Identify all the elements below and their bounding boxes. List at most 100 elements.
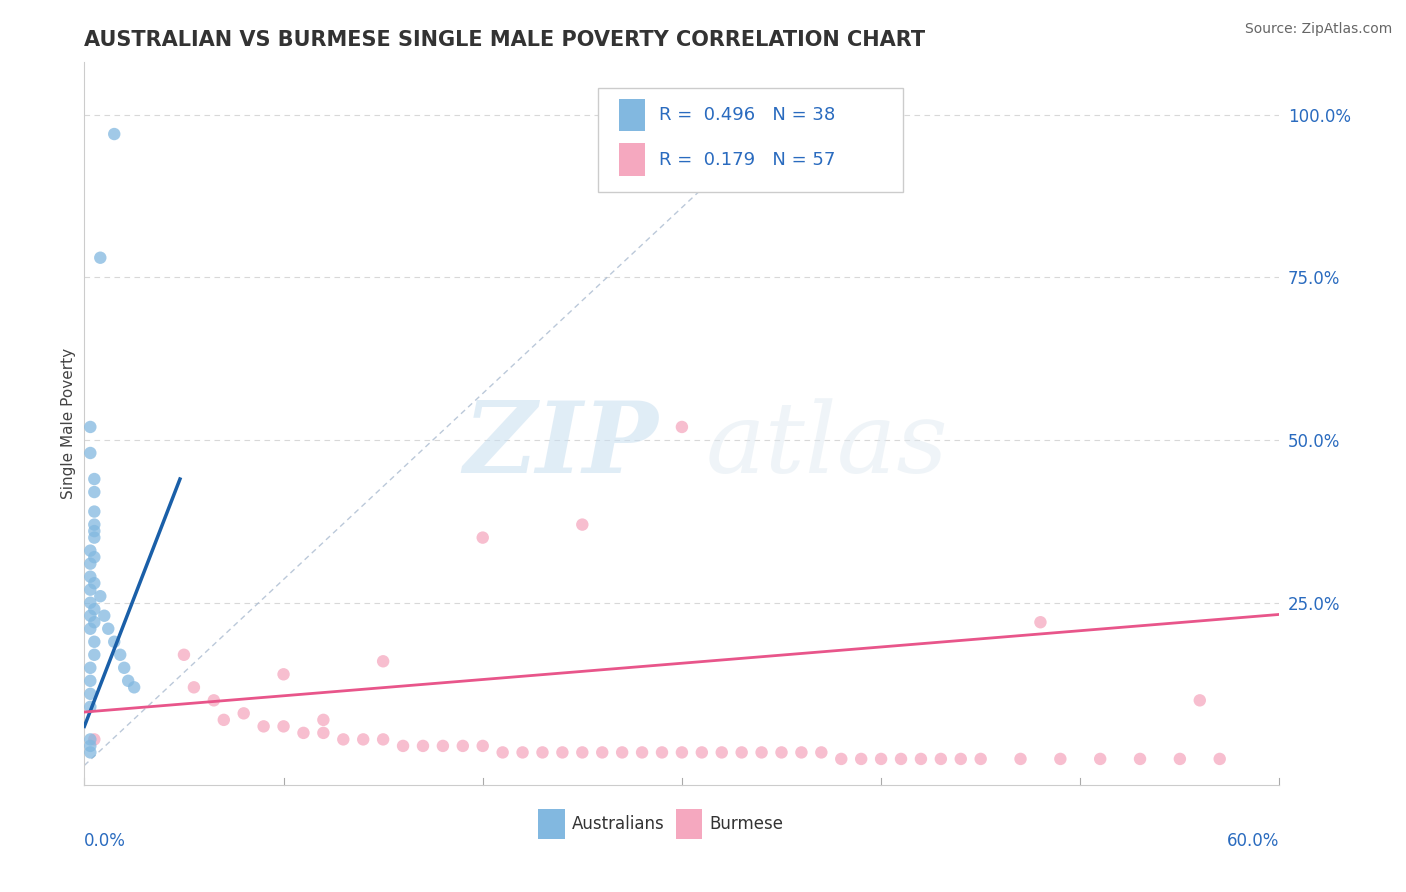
- Point: [790, 746, 813, 760]
- Point: [122, 681, 145, 695]
- Point: [79, 582, 101, 597]
- Point: [373, 654, 395, 668]
- Point: [690, 746, 713, 760]
- Point: [97, 622, 120, 636]
- Text: Australians: Australians: [572, 815, 665, 833]
- Point: [492, 746, 515, 760]
- FancyBboxPatch shape: [619, 144, 645, 176]
- Point: [273, 719, 295, 733]
- Point: [591, 746, 613, 760]
- Point: [212, 713, 235, 727]
- Point: [731, 746, 754, 760]
- Point: [571, 517, 593, 532]
- FancyBboxPatch shape: [619, 99, 645, 131]
- Point: [79, 687, 101, 701]
- Point: [79, 746, 101, 760]
- Point: [671, 746, 693, 760]
- Point: [79, 732, 101, 747]
- Point: [551, 746, 574, 760]
- Point: [83, 472, 105, 486]
- Point: [292, 726, 315, 740]
- Point: [870, 752, 893, 766]
- Text: atlas: atlas: [706, 398, 949, 493]
- Point: [183, 681, 205, 695]
- Point: [1049, 752, 1071, 766]
- Point: [79, 661, 101, 675]
- Point: [117, 673, 139, 688]
- Point: [373, 732, 395, 747]
- Point: [451, 739, 474, 753]
- Point: [79, 699, 101, 714]
- Point: [531, 746, 554, 760]
- FancyBboxPatch shape: [676, 809, 702, 839]
- Text: Source: ZipAtlas.com: Source: ZipAtlas.com: [1244, 22, 1392, 37]
- Point: [851, 752, 873, 766]
- Point: [83, 634, 105, 648]
- Point: [79, 596, 101, 610]
- Point: [103, 127, 125, 141]
- Point: [1129, 752, 1152, 766]
- Text: AUSTRALIAN VS BURMESE SINGLE MALE POVERTY CORRELATION CHART: AUSTRALIAN VS BURMESE SINGLE MALE POVERT…: [84, 29, 925, 50]
- Point: [83, 505, 105, 519]
- Point: [79, 543, 101, 558]
- Point: [83, 550, 105, 565]
- Point: [312, 713, 335, 727]
- Point: [770, 746, 793, 760]
- Point: [1209, 752, 1232, 766]
- Point: [202, 693, 225, 707]
- Point: [83, 615, 105, 630]
- Point: [79, 420, 101, 434]
- Point: [110, 648, 132, 662]
- Point: [83, 524, 105, 538]
- FancyBboxPatch shape: [538, 809, 565, 839]
- Text: R =  0.179   N = 57: R = 0.179 N = 57: [659, 151, 835, 169]
- Point: [112, 661, 135, 675]
- Point: [512, 746, 534, 760]
- Point: [571, 746, 593, 760]
- Point: [93, 608, 115, 623]
- Point: [949, 752, 972, 766]
- Point: [83, 531, 105, 545]
- Point: [79, 622, 101, 636]
- Point: [810, 746, 832, 760]
- Point: [79, 739, 101, 753]
- Point: [1188, 693, 1211, 707]
- Point: [751, 746, 773, 760]
- Point: [89, 589, 111, 603]
- Point: [471, 531, 494, 545]
- Text: 0.0%: 0.0%: [84, 832, 127, 850]
- Point: [83, 732, 105, 747]
- Point: [332, 732, 354, 747]
- Point: [79, 557, 101, 571]
- Point: [631, 746, 654, 760]
- Point: [83, 517, 105, 532]
- Point: [79, 446, 101, 460]
- Point: [1168, 752, 1191, 766]
- Point: [83, 602, 105, 616]
- Point: [1090, 752, 1112, 766]
- Point: [671, 420, 693, 434]
- Point: [710, 746, 733, 760]
- Point: [83, 648, 105, 662]
- Point: [471, 739, 494, 753]
- Point: [929, 752, 952, 766]
- Point: [392, 739, 415, 753]
- Text: Burmese: Burmese: [710, 815, 783, 833]
- Point: [79, 673, 101, 688]
- Point: [1010, 752, 1032, 766]
- Point: [232, 706, 254, 721]
- Point: [103, 634, 125, 648]
- Point: [273, 667, 295, 681]
- Y-axis label: Single Male Poverty: Single Male Poverty: [60, 348, 76, 500]
- Point: [412, 739, 434, 753]
- Point: [830, 752, 852, 766]
- Text: ZIP: ZIP: [463, 397, 658, 493]
- Text: R =  0.496   N = 38: R = 0.496 N = 38: [659, 106, 835, 124]
- Point: [432, 739, 454, 753]
- Point: [352, 732, 374, 747]
- Point: [612, 746, 634, 760]
- Point: [83, 576, 105, 591]
- Text: 60.0%: 60.0%: [1227, 832, 1279, 850]
- Point: [910, 752, 932, 766]
- Point: [79, 569, 101, 583]
